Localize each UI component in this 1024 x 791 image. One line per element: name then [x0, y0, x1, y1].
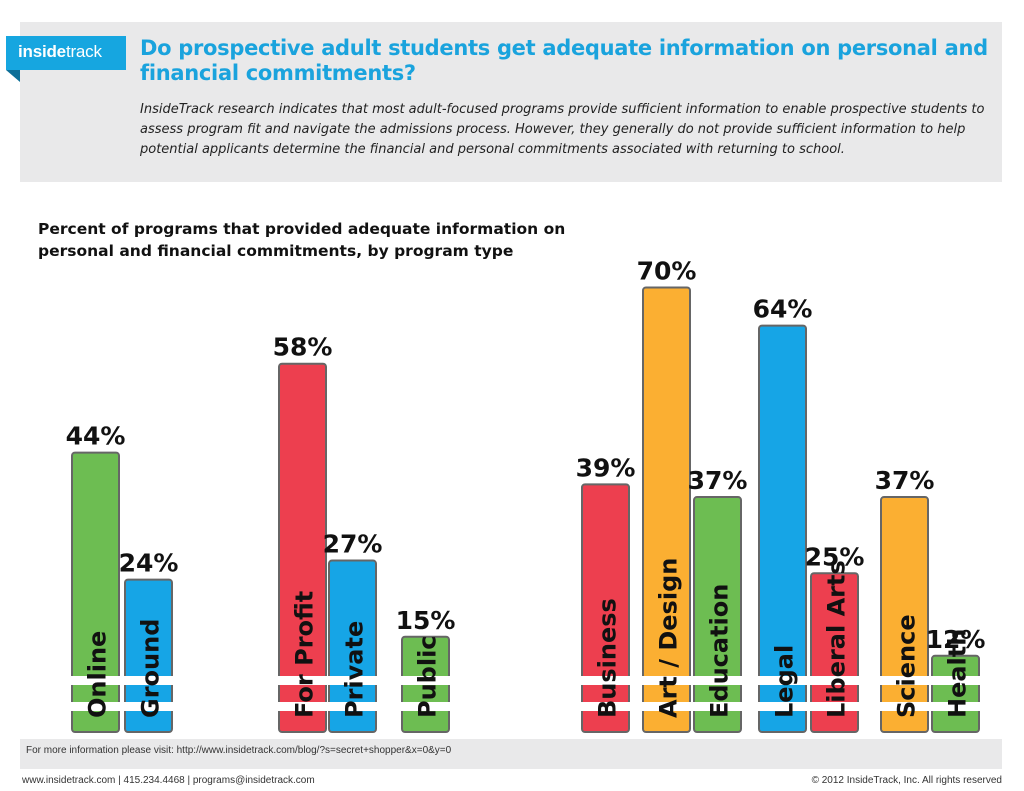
data-label-for-profit: 58% [273, 333, 333, 362]
bar-business [581, 483, 630, 733]
logo-inside: inside [18, 42, 66, 61]
bar-art-design [642, 286, 691, 733]
bar-notch-liberal-arts-2 [810, 676, 859, 685]
bar-notch-online-2 [71, 676, 120, 685]
bar-notch-legal-1 [758, 702, 807, 711]
bar-private [328, 559, 377, 733]
data-label-health: 12% [926, 625, 986, 654]
data-label-liberal-arts: 25% [805, 542, 865, 571]
category-label-business: Business [594, 598, 622, 718]
footer-strip [20, 739, 1002, 769]
data-label-online: 44% [66, 422, 126, 451]
data-label-business: 39% [576, 453, 636, 482]
bar-notch-health-2 [931, 676, 980, 685]
bar-notch-education-1 [693, 702, 742, 711]
intro-paragraph: InsideTrack research indicates that most… [140, 102, 985, 157]
bar-notch-art-design-1 [642, 702, 691, 711]
bar-notch-for-profit-2 [278, 676, 327, 685]
logo-ribbon [6, 36, 126, 70]
category-label-health: Health [944, 629, 972, 718]
category-label-ground: Ground [137, 619, 165, 718]
bar-education [693, 496, 742, 733]
data-label-ground: 24% [119, 549, 179, 578]
data-label-private: 27% [323, 530, 383, 559]
bar-notch-private-2 [328, 676, 377, 685]
category-label-legal: Legal [771, 645, 799, 718]
bar-notch-health-1 [931, 702, 980, 711]
bar-ground [124, 578, 173, 733]
bar-notch-ground-2 [124, 676, 173, 685]
bar-health [931, 654, 980, 733]
bar-notch-for-profit-1 [278, 702, 327, 711]
bar-notch-business-1 [581, 702, 630, 711]
data-label-art-design: 70% [637, 257, 697, 286]
category-label-online: Online [84, 631, 112, 718]
bar-notch-science-2 [880, 676, 929, 685]
bar-notch-education-2 [693, 676, 742, 685]
header-panel [20, 22, 1002, 182]
bar-notch-private-1 [328, 702, 377, 711]
bar-notch-public-1 [401, 702, 450, 711]
bar-notch-public-2 [401, 676, 450, 685]
bar-notch-art-design-2 [642, 676, 691, 685]
category-label-public: Public [414, 635, 442, 718]
bar-liberal-arts [810, 572, 859, 733]
bar-science [880, 496, 929, 733]
logo-track: track [65, 42, 102, 61]
bar-notch-online-1 [71, 702, 120, 711]
category-label-for-profit: For Profit [291, 591, 319, 718]
logo[interactable]: insidetrack [18, 42, 102, 62]
category-label-art-design: Art / Design [655, 558, 683, 718]
bar-online [71, 451, 120, 733]
category-label-private: Private [341, 621, 369, 718]
category-label-science: Science [893, 614, 921, 718]
category-label-liberal-arts: Liberal Arts [823, 560, 851, 718]
bar-notch-legal-2 [758, 676, 807, 685]
bar-legal [758, 324, 807, 733]
bar-notch-business-2 [581, 676, 630, 685]
page-title: Do prospective adult students get adequa… [140, 36, 988, 85]
bar-notch-liberal-arts-1 [810, 702, 859, 711]
logo-ribbon-fold [6, 70, 20, 82]
data-label-science: 37% [875, 466, 935, 495]
category-label-education: Education [706, 584, 734, 718]
bar-notch-ground-1 [124, 702, 173, 711]
data-label-education: 37% [688, 466, 748, 495]
chart-title: Percent of programs that provided adequa… [38, 220, 566, 260]
bar-notch-science-1 [880, 702, 929, 711]
footer-more-info: For more information please visit: http:… [26, 745, 452, 756]
footer-copyright: © 2012 InsideTrack, Inc. All rights rese… [811, 775, 1002, 786]
data-label-legal: 64% [753, 295, 813, 324]
data-label-public: 15% [396, 606, 456, 635]
footer-contact: www.insidetrack.com | 415.234.4468 | pro… [22, 775, 315, 786]
bar-for-profit [278, 362, 327, 733]
